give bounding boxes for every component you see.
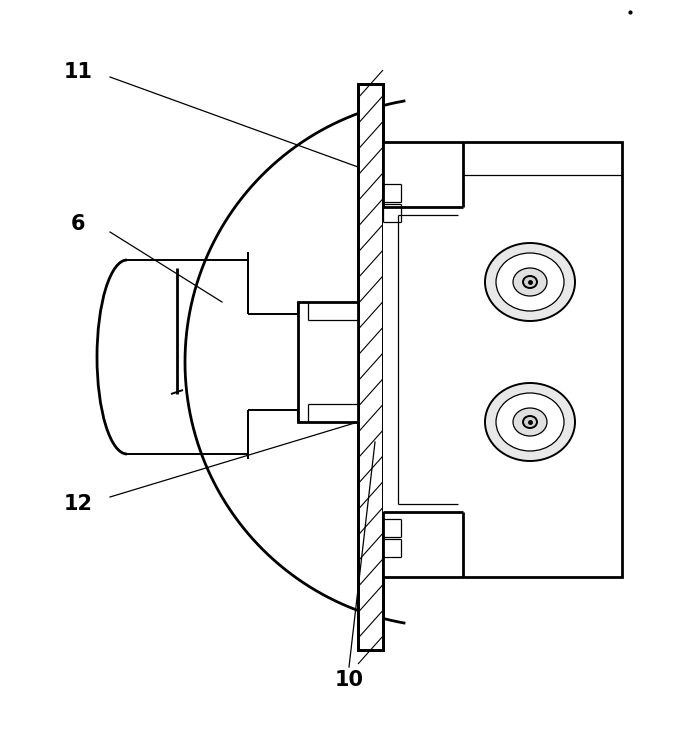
Bar [358, 84, 383, 650]
Ellipse shape [523, 276, 537, 288]
Text: 6: 6 [71, 214, 85, 234]
Bar [383, 142, 622, 577]
Text: 11: 11 [64, 62, 92, 82]
Text: 12: 12 [64, 494, 92, 514]
Text: 10: 10 [334, 670, 363, 690]
Ellipse shape [496, 253, 564, 311]
Ellipse shape [485, 383, 575, 461]
Ellipse shape [496, 393, 564, 451]
Ellipse shape [513, 268, 547, 296]
Bar [383, 207, 463, 512]
Bar [358, 84, 383, 650]
Ellipse shape [485, 243, 575, 321]
Bar [298, 302, 358, 422]
Ellipse shape [513, 408, 547, 436]
Ellipse shape [523, 416, 537, 428]
